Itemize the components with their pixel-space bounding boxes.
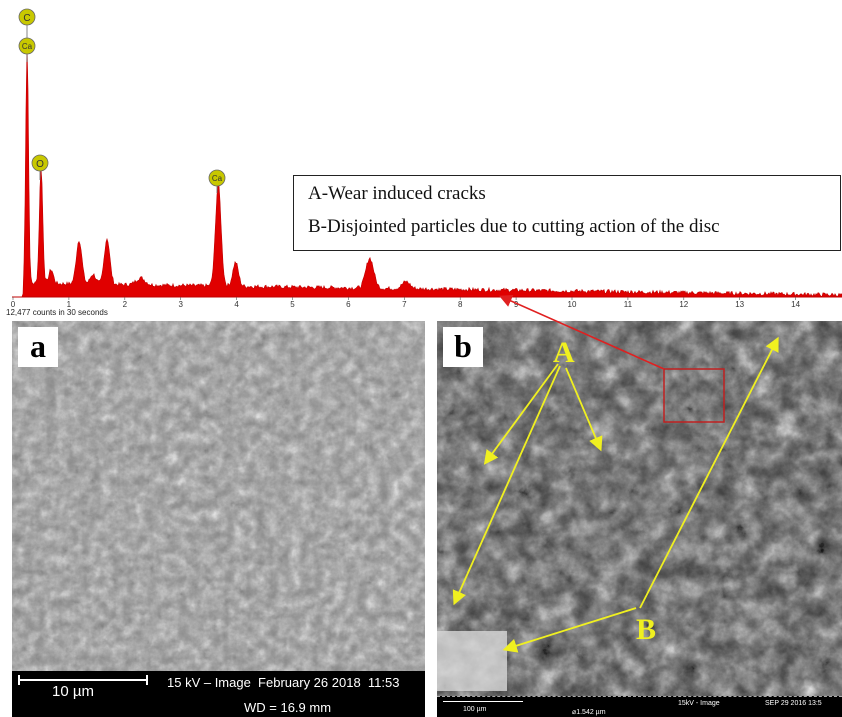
sem-texture-b [437, 321, 842, 717]
x-tick-label: 3 [178, 300, 183, 309]
fov-text-b: ⌀1.542 µm [572, 709, 606, 716]
x-tick-label: 4 [234, 300, 239, 309]
legend-line-b: B-Disjointed particles due to cutting ac… [308, 216, 720, 237]
x-tick-label: 9 [514, 300, 519, 309]
eds-region-box [663, 368, 725, 423]
x-tick-label: 13 [735, 300, 744, 309]
x-tick-label: 1 [67, 300, 72, 309]
arrows-a [452, 363, 603, 606]
x-tick-label: 5 [290, 300, 295, 309]
x-tick-label: 11 [624, 300, 633, 309]
x-tick-label: 10 [568, 300, 577, 309]
sem-image-b: b 100 µm ⌀1.542 µm 15kV - Image SEP 29 2… [437, 321, 842, 717]
scale-text-b: 100 µm [463, 706, 487, 713]
scale-text-a: 10 µm [52, 683, 94, 700]
x-tick-label: 12 [679, 300, 688, 309]
working-distance-a: WD = 16.9 mm [244, 700, 332, 715]
eds-link-arrow [499, 295, 665, 370]
arrows-b [502, 336, 779, 653]
sem-info-bar-b: 100 µm ⌀1.542 µm 15kV - Image SEP 29 201… [437, 696, 842, 717]
element-label: Ca [22, 42, 33, 51]
sem-date-b: SEP 29 2016 13:5 [765, 700, 822, 707]
counts-note: 12,477 counts in 30 seconds [6, 308, 108, 317]
element-label: Ca [212, 174, 223, 183]
element-marker-o: O [31, 154, 49, 180]
annotation-label-b: B [636, 613, 656, 646]
legend-box: A-Wear induced cracks B-Disjointed parti… [293, 175, 841, 251]
eds-spectrum: 0 1 2 3 4 5 6 7 8 9 10 11 12 13 14 C Ca O Ca 12,477 co… [6, 8, 842, 317]
panel-label-b: b [443, 327, 483, 367]
element-marker-ca-1: Ca [18, 37, 36, 62]
element-marker-c: C [18, 8, 36, 38]
x-tick-label: 6 [346, 300, 351, 309]
element-marker-ca-2: Ca [208, 169, 226, 193]
x-tick-label: 8 [458, 300, 463, 309]
scale-bar-a [18, 679, 148, 681]
spectrum-trace [12, 44, 842, 298]
sem-info-bar-a: 10 µm 15 kV – Image February 26 2018 11:… [12, 671, 425, 717]
scale-bar-b [443, 701, 523, 702]
x-axis-ticks: 0 1 2 3 4 5 6 7 8 9 10 11 12 13 14 [11, 297, 801, 309]
sem-texture-a [12, 321, 425, 717]
sem-info-a: 15 kV – Image February 26 2018 11:53 [167, 675, 400, 690]
x-tick-label: 14 [791, 300, 800, 309]
element-label: O [36, 159, 44, 170]
sem-info-b: 15kV - Image [678, 700, 720, 707]
legend-line-a: A-Wear induced cracks [308, 183, 486, 204]
annotation-label-a: A [553, 336, 575, 369]
x-tick-label: 2 [123, 300, 128, 309]
panel-label-a: a [18, 327, 58, 367]
x-tick-label: 7 [402, 300, 407, 309]
x-tick-label: 0 [11, 300, 16, 309]
element-label: C [23, 13, 30, 24]
sem-image-a: a 10 µm 15 kV – Image February 26 2018 1… [12, 321, 425, 717]
